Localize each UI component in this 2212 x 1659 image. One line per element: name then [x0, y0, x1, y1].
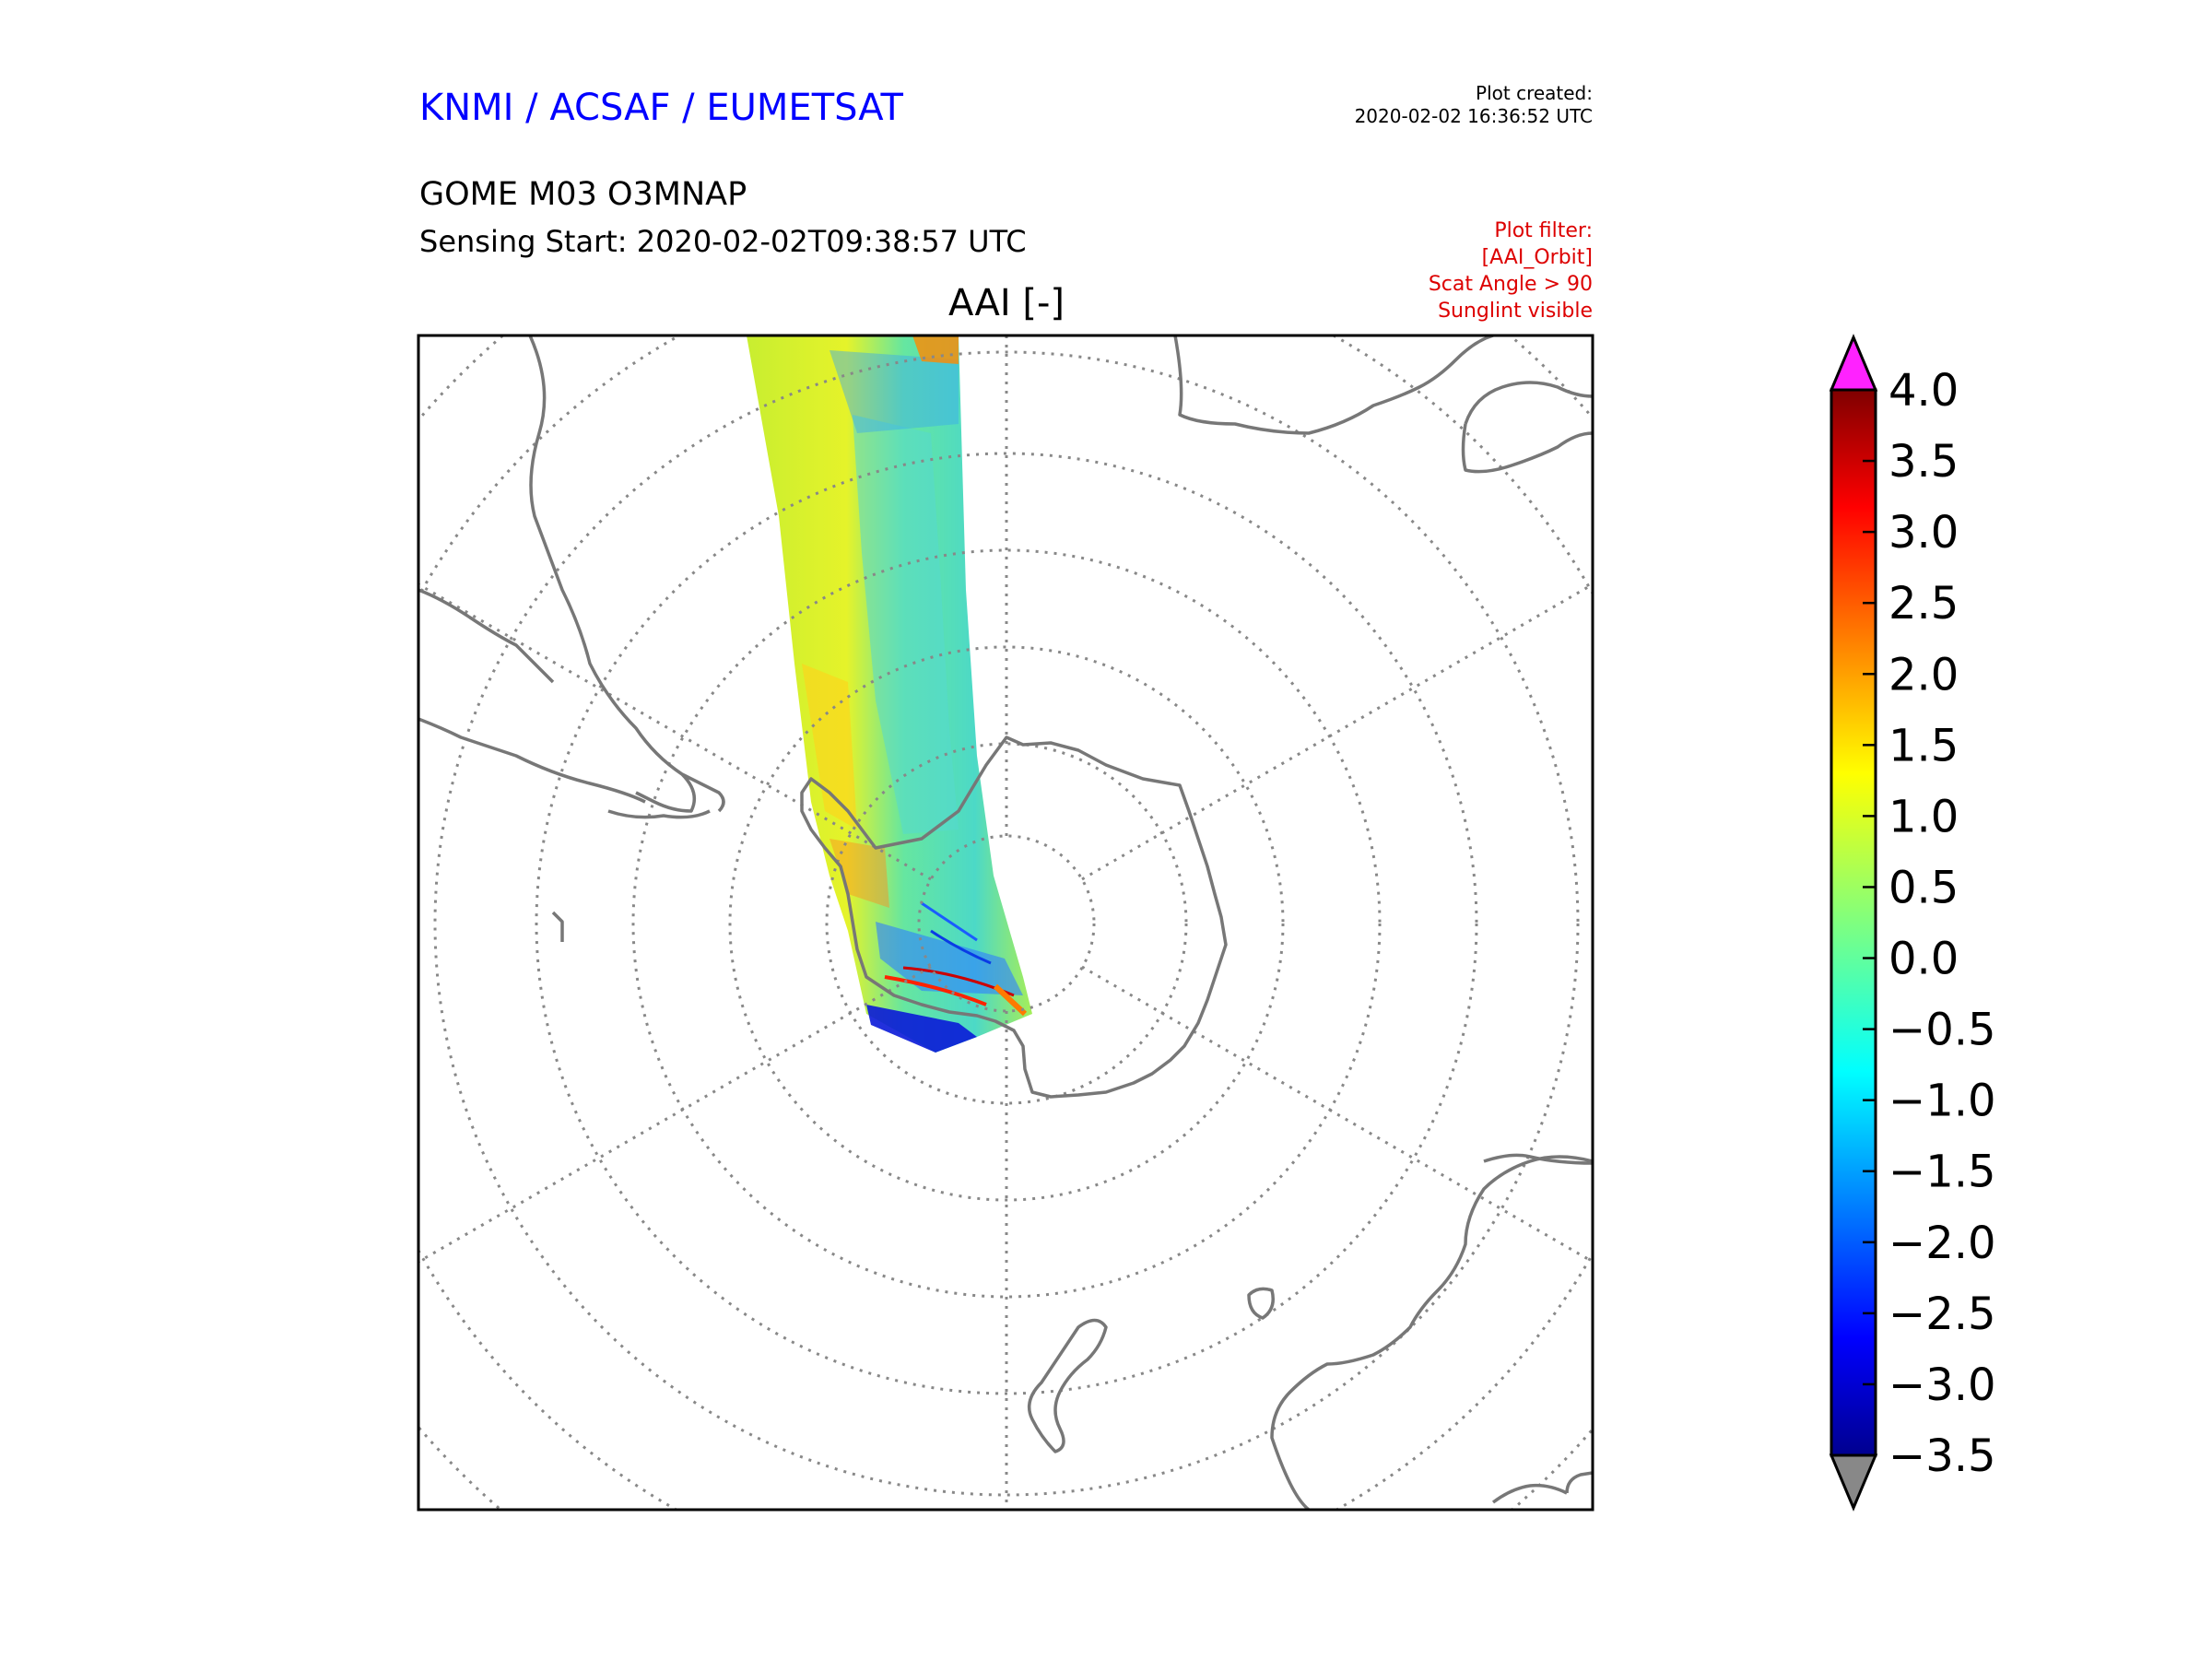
map [418, 335, 1593, 1510]
filter-line-3: Scat Angle > 90 [1429, 273, 1593, 296]
colorbar-tick-label: 0.5 [1888, 862, 1959, 913]
colorbar-tick-label: 1.0 [1888, 791, 1959, 842]
colorbar-tick-label: −3.0 [1888, 1359, 1996, 1411]
product-title: GOME M03 O3MNAP [419, 176, 747, 213]
colorbar-tick-label: −2.5 [1888, 1288, 1996, 1340]
map-title: AAI [-] [948, 282, 1065, 324]
plot-filter: Plot filter: [AAI_Orbit] Scat Angle > 90… [1429, 219, 1593, 323]
colorbar: 4.0 3.5 3.0 2.5 2.0 1.5 1.0 0.5 0.0 −0.5 −1.0 −1.5 −… [1829, 334, 1996, 1512]
brand-title: KNMI / ACSAF / EUMETSAT [419, 87, 904, 129]
filter-line-1: Plot filter: [1494, 219, 1593, 242]
colorbar-tick-label: −3.5 [1888, 1430, 1996, 1482]
colorbar-under-extension [1829, 1453, 1878, 1512]
plot-created-label: Plot created: [1476, 82, 1593, 104]
colorbar-tick-label: 2.0 [1888, 649, 1959, 700]
plot-created-time: 2020-02-02 16:36:52 UTC [1355, 105, 1593, 127]
colorbar-tick-label: 3.0 [1888, 507, 1959, 559]
graticule [418, 335, 1593, 1510]
filter-line-2: [AAI_Orbit] [1482, 246, 1593, 269]
map-frame [417, 334, 1594, 1512]
colorbar-tick-label: 3.5 [1888, 436, 1959, 488]
colorbar-tick-label: −1.0 [1888, 1076, 1996, 1127]
filter-line-4: Sunglint visible [1438, 300, 1593, 323]
colorbar-tick-label: 1.5 [1888, 720, 1959, 771]
colorbar-tick-label: 4.0 [1888, 365, 1959, 417]
colorbar-tick-label: −0.5 [1888, 1005, 1996, 1056]
colorbar-ticks: 4.0 3.5 3.0 2.5 2.0 1.5 1.0 0.5 0.0 −0.5 −1.0 −1.5 −… [1863, 365, 1996, 1482]
colorbar-over-extension [1829, 334, 1878, 392]
colorbar-tick-label: −2.0 [1888, 1218, 1996, 1269]
colorbar-tick-label: 0.0 [1888, 934, 1959, 985]
colorbar-tick-label: 2.5 [1888, 578, 1959, 629]
sensing-start: Sensing Start: 2020-02-02T09:38:57 UTC [419, 224, 1027, 259]
colorbar-gradient [1830, 388, 1877, 1457]
colorbar-tick-label: −1.5 [1888, 1147, 1996, 1198]
